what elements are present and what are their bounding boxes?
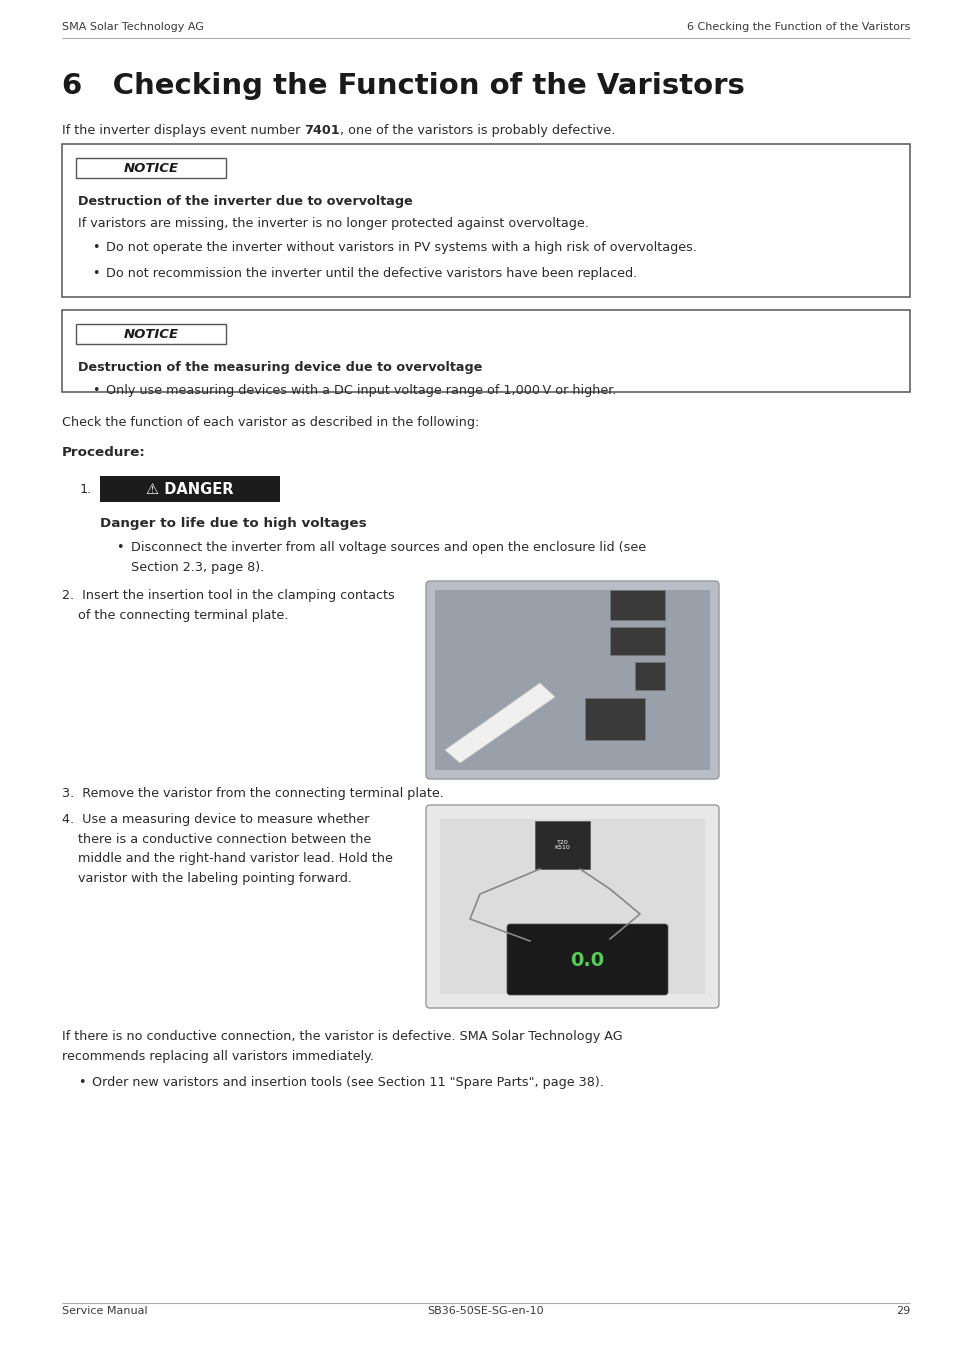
- Text: varistor with the labeling pointing forward.: varistor with the labeling pointing forw…: [62, 872, 352, 884]
- Text: Section 2.3, page 8).: Section 2.3, page 8).: [131, 561, 264, 574]
- Text: •: •: [91, 385, 99, 397]
- Bar: [609, 590, 664, 620]
- Text: •: •: [116, 542, 123, 554]
- Text: SMA Solar Technology AG: SMA Solar Technology AG: [62, 22, 204, 32]
- Text: Service Manual: Service Manual: [62, 1307, 148, 1316]
- Bar: [76, 324, 226, 344]
- Text: , one of the varistors is probably defective.: , one of the varistors is probably defec…: [339, 125, 615, 137]
- Bar: [635, 662, 664, 691]
- Bar: [76, 158, 226, 177]
- Text: 6 Checking the Function of the Varistors: 6 Checking the Function of the Varistors: [686, 22, 909, 32]
- Bar: [62, 310, 909, 393]
- Text: If there is no conductive connection, the varistor is defective. SMA Solar Techn: If there is no conductive connection, th…: [62, 1030, 622, 1043]
- Text: •: •: [78, 1076, 86, 1089]
- Bar: [535, 821, 589, 869]
- Text: of the connecting terminal plate.: of the connecting terminal plate.: [62, 608, 288, 621]
- Text: SB36-50SE-SG-en-10: SB36-50SE-SG-en-10: [427, 1307, 544, 1316]
- Text: If the inverter displays event number: If the inverter displays event number: [62, 125, 304, 137]
- Text: •: •: [91, 241, 99, 255]
- Bar: [439, 819, 704, 994]
- Text: T20
K510: T20 K510: [554, 839, 570, 850]
- Text: 7401: 7401: [304, 125, 339, 137]
- Text: 1.: 1.: [80, 482, 92, 496]
- Bar: [584, 699, 644, 741]
- Text: •: •: [91, 267, 99, 280]
- Text: there is a conductive connection between the: there is a conductive connection between…: [62, 833, 371, 845]
- Text: NOTICE: NOTICE: [123, 328, 178, 340]
- Text: NOTICE: NOTICE: [123, 161, 178, 175]
- Text: Order new varistors and insertion tools (see Section 11 "Spare Parts", page 38).: Order new varistors and insertion tools …: [91, 1076, 603, 1089]
- Bar: [100, 477, 280, 502]
- Text: 4.  Use a measuring device to measure whether: 4. Use a measuring device to measure whe…: [62, 812, 369, 826]
- FancyBboxPatch shape: [426, 581, 719, 779]
- Text: middle and the right-hand varistor lead. Hold the: middle and the right-hand varistor lead.…: [62, 852, 393, 865]
- Text: 3.  Remove the varistor from the connecting terminal plate.: 3. Remove the varistor from the connecti…: [62, 787, 443, 800]
- Bar: [609, 627, 664, 655]
- Text: 6   Checking the Function of the Varistors: 6 Checking the Function of the Varistors: [62, 72, 744, 100]
- FancyBboxPatch shape: [426, 806, 719, 1007]
- Text: 0.0: 0.0: [570, 951, 604, 969]
- Text: Danger to life due to high voltages: Danger to life due to high voltages: [100, 517, 366, 529]
- Text: Do not operate the inverter without varistors in PV systems with a high risk of : Do not operate the inverter without vari…: [106, 241, 697, 255]
- Text: Disconnect the inverter from all voltage sources and open the enclosure lid (see: Disconnect the inverter from all voltage…: [131, 542, 645, 554]
- Text: recommends replacing all varistors immediately.: recommends replacing all varistors immed…: [62, 1049, 374, 1063]
- Bar: [62, 144, 909, 297]
- Text: Destruction of the inverter due to overvoltage: Destruction of the inverter due to overv…: [78, 195, 413, 209]
- Text: Only use measuring devices with a DC input voltage range of 1,000 V or higher.: Only use measuring devices with a DC inp…: [106, 385, 616, 397]
- Polygon shape: [444, 682, 555, 764]
- Text: ⚠ DANGER: ⚠ DANGER: [146, 482, 233, 497]
- Bar: [435, 590, 709, 770]
- Text: Do not recommission the inverter until the defective varistors have been replace: Do not recommission the inverter until t…: [106, 267, 637, 280]
- Text: If varistors are missing, the inverter is no longer protected against overvoltag: If varistors are missing, the inverter i…: [78, 217, 588, 230]
- Text: Destruction of the measuring device due to overvoltage: Destruction of the measuring device due …: [78, 362, 482, 374]
- Text: Check the function of each varistor as described in the following:: Check the function of each varistor as d…: [62, 416, 478, 429]
- Text: Procedure:: Procedure:: [62, 445, 146, 459]
- FancyBboxPatch shape: [506, 923, 667, 995]
- Text: 29: 29: [895, 1307, 909, 1316]
- Text: 2.  Insert the insertion tool in the clamping contacts: 2. Insert the insertion tool in the clam…: [62, 589, 395, 603]
